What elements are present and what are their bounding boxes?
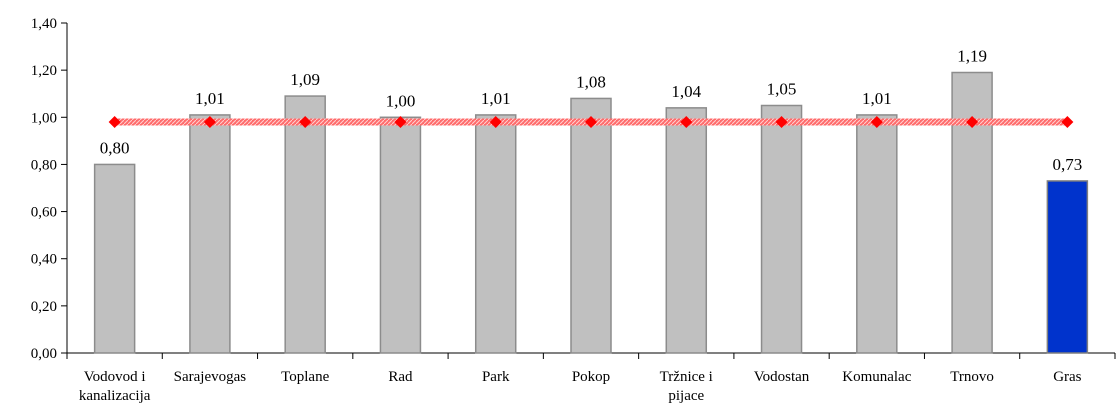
reference-marker: [870, 116, 883, 128]
category-label-line: Rad: [388, 369, 413, 385]
category-label: Vodovod i kanalizacija: [79, 369, 151, 404]
y-tick-label: 1,40: [31, 16, 57, 32]
category-label: Vodostan: [754, 369, 810, 385]
bar-value-label: 1,08: [576, 72, 606, 91]
reference-marker: [299, 116, 312, 128]
category-label-line: Toplane: [281, 369, 329, 385]
data-labels: 0,80 1,01 1,09 1,00 1,01 1,08 1,04 1,05 1,01 1,19…: [100, 47, 1082, 174]
y-tick-label: 0,60: [31, 205, 57, 221]
y-tick-label: 1,00: [31, 110, 57, 126]
category-label: Rad: [388, 369, 413, 385]
bars: [93, 71, 1089, 354]
reference-marker: [489, 116, 502, 128]
reference-marker: [1061, 116, 1074, 128]
reference-marker: [585, 116, 597, 128]
category-label-line: Trnovo: [950, 369, 994, 385]
category-label: Gras: [1053, 369, 1081, 385]
category-label: Toplane: [281, 369, 329, 385]
y-tick-label: 0,20: [31, 299, 57, 315]
bar-value-label: 0,80: [100, 138, 130, 157]
bar: [665, 107, 708, 354]
reference-marker: [108, 116, 121, 128]
category-label-line: Komunalac: [842, 369, 911, 385]
bar: [760, 104, 803, 354]
bar-value-label: 0,73: [1052, 155, 1082, 174]
reference-marker: [394, 116, 407, 128]
bar-value-label: 1,09: [290, 70, 320, 89]
y-tick-label: 1,20: [31, 63, 57, 79]
category-label-line: pijace: [668, 388, 704, 404]
bar-value-label: 1,01: [481, 89, 511, 108]
reference-marker: [680, 116, 693, 128]
reference-marker: [203, 116, 216, 128]
category-label-line: Vodostan: [754, 369, 810, 385]
category-label: Komunalac: [842, 369, 911, 385]
bar: [379, 116, 422, 354]
category-label: Sarajevogas: [174, 369, 247, 385]
bar: [93, 163, 136, 354]
category-label-line: Gras: [1053, 369, 1081, 385]
y-tick-label: 0,00: [31, 346, 57, 362]
reference-series: [108, 116, 1074, 128]
bar-value-label: 1,05: [767, 80, 797, 99]
category-label-line: Tržnice i: [660, 369, 713, 385]
category-label: Tržnice i pijace: [660, 369, 713, 404]
y-tick-label: 0,80: [31, 157, 57, 173]
bar-value-label: 1,19: [957, 47, 987, 66]
category-label: Park: [482, 369, 510, 385]
category-labels: Vodovod i kanalizacija Sarajevogas Toplane R…: [79, 369, 1082, 404]
category-label-line: Park: [482, 369, 510, 385]
bar: [1046, 180, 1089, 354]
bar: [284, 95, 326, 354]
bar-value-label: 1,01: [195, 89, 225, 108]
bar-value-label: 1,04: [671, 82, 701, 101]
category-label-line: Sarajevogas: [174, 369, 247, 385]
category-label-line: Pokop: [572, 369, 610, 385]
category-label: Trnovo: [950, 369, 994, 385]
bar-value-label: 1,01: [862, 89, 892, 108]
reference-marker: [775, 116, 788, 128]
bar: [570, 97, 612, 354]
bar: [474, 114, 517, 354]
reference-marker: [966, 116, 979, 128]
category-label-line: Vodovod i: [84, 369, 146, 385]
axes: 0,00 0,20 0,40 0,60 0,80 1,00 1,20 1,40: [31, 16, 1116, 362]
y-tick-label: 0,40: [31, 252, 57, 268]
bar: [856, 114, 898, 354]
bar: [951, 71, 993, 354]
bar: [189, 114, 231, 354]
bar-value-label: 1,00: [386, 91, 416, 110]
category-label-line: kanalizacija: [79, 388, 151, 404]
category-label: Pokop: [572, 369, 610, 385]
